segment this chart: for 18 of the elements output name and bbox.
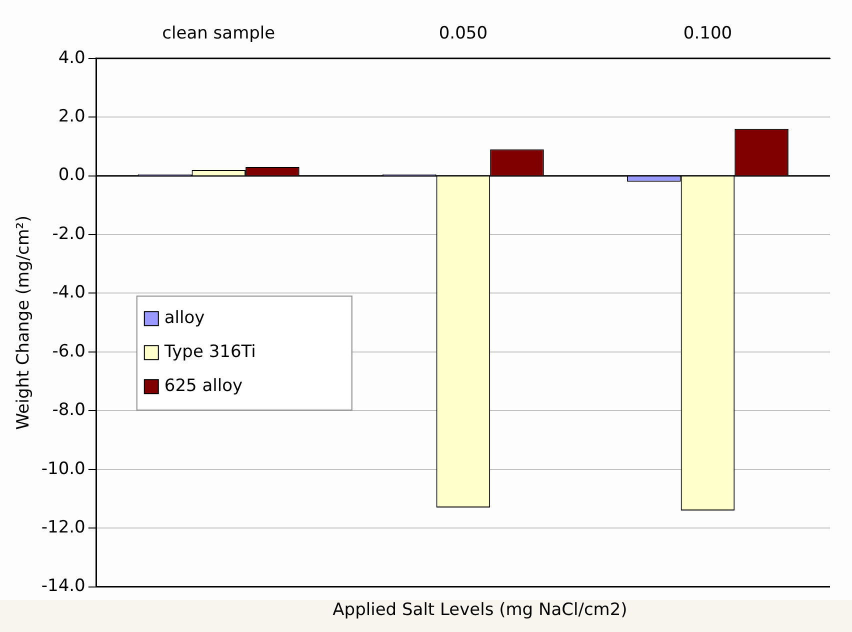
x-tick-label: 0.100 bbox=[683, 24, 732, 44]
y-tick-label: -12.0 bbox=[41, 518, 86, 538]
y-tick-label: -14.0 bbox=[41, 576, 86, 596]
x-tick-label: 0.050 bbox=[438, 24, 488, 44]
y-tick-label: 0.0 bbox=[58, 165, 86, 186]
y-axis-title: Weight Change (mg/cm²) bbox=[14, 216, 34, 430]
y-tick-label: -10.0 bbox=[41, 458, 86, 479]
y-tick-label: -8.0 bbox=[52, 400, 86, 420]
y-tick-label: 4.0 bbox=[58, 48, 86, 68]
legend-label: alloy bbox=[164, 308, 205, 328]
y-tick-label: -4.0 bbox=[52, 282, 86, 303]
y-tick-label: -6.0 bbox=[52, 341, 86, 362]
x-axis-title: Applied Salt Levels (mg NaCl/cm2) bbox=[332, 600, 628, 620]
legend-label: Type 316Ti bbox=[163, 342, 256, 362]
x-tick-label: clean sample bbox=[162, 24, 276, 44]
y-tick-label: 2.0 bbox=[58, 106, 86, 127]
y-tick-label: -2.0 bbox=[52, 224, 86, 244]
legend-label: 625 alloy bbox=[164, 376, 243, 396]
